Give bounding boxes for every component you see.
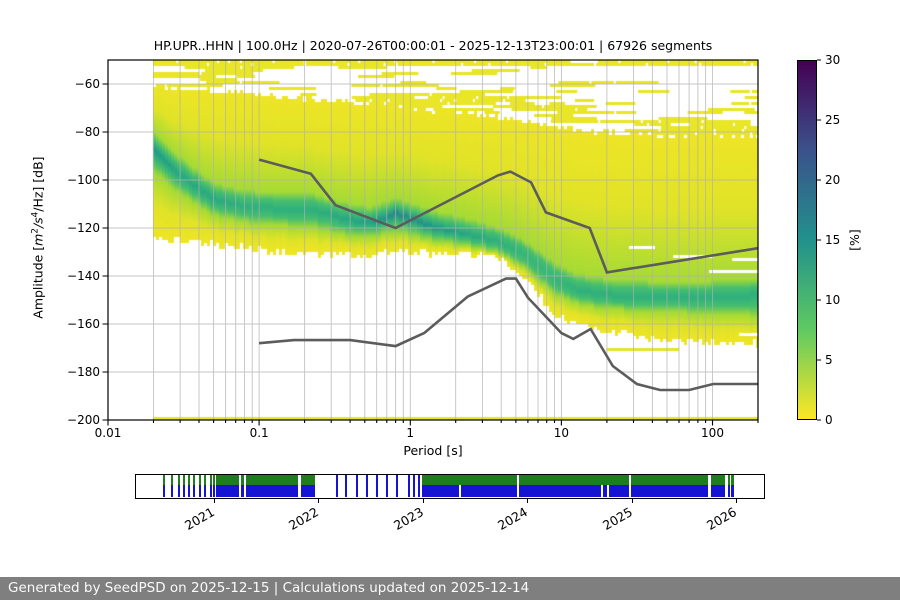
availability-stripe-blue [413,475,416,497]
plot-title: HP.UPR..HHN | 100.0Hz | 2020-07-26T00:00… [153,38,713,53]
availability-segment-green [630,475,709,485]
availability-stripe-blue [355,475,358,497]
colorbar-tick-label: 0 [825,413,833,427]
year-tick [318,499,320,503]
footer-text: Generated by SeedPSD on 2025-12-15 | Cal… [8,580,530,596]
availability-segment-green [519,475,629,485]
availability-stripe-blue [395,475,398,497]
availability-segment-green [727,475,730,485]
availability-stripe-blue [375,475,378,497]
nhnm-line [258,158,759,274]
availability-gap [459,485,462,497]
availability-bar [136,475,763,497]
colorbar-tick-label: 20 [825,173,841,187]
availability-stripe-blue [209,485,212,497]
availability-segment-blue [711,485,726,497]
colorbar-tick-label: 15 [825,233,841,247]
availability-segment-green [215,475,239,485]
availability-segment-blue [731,485,734,497]
year-tick [736,499,738,503]
availability-stripe-blue [336,475,339,497]
grid-lines [108,60,758,420]
availability-segment-blue [421,485,518,497]
ppsd-heatmap [108,60,758,420]
availability-stripe-blue [203,485,206,497]
availability-stripe-blue [170,485,173,497]
availability-segment-green [301,475,316,485]
availability-stripe-green [198,475,201,485]
year-tick [527,499,529,503]
availability-stripe-blue [192,485,195,497]
availability-segment-green [731,475,734,485]
availability-segment-green [711,475,726,485]
availability-stripe-blue [345,475,348,497]
x-axis-label: Period [s] [403,443,463,458]
y-tick-label: −140 [67,269,100,283]
colorbar-tick-label: 25 [825,113,841,127]
colorbar-tick-label: 5 [825,353,833,367]
colorbar-tick-label: 10 [825,293,841,307]
x-tick-label: 1 [406,426,415,440]
availability-stripe-green [182,475,185,485]
availability-segment-blue [630,485,709,497]
availability-stripe-green [212,475,215,485]
availability-gap [606,485,609,497]
availability-stripe-blue [177,485,180,497]
plot-border [107,59,759,421]
x-tick-label: 10 [553,426,570,440]
y-tick-label: −120 [67,221,100,235]
availability-segment-green [421,475,518,485]
x-tick-label: 0.1 [249,426,269,440]
availability-segment-blue [240,485,245,497]
year-tick [422,499,424,503]
year-tick [213,499,215,503]
availability-segment-blue [301,485,316,497]
availability-stripe-blue [187,485,190,497]
availability-stripe-blue [198,485,201,497]
footer-bar: Generated by SeedPSD on 2025-12-15 | Cal… [0,577,900,600]
availability-stripe-green [170,475,173,485]
availability-stripe-green [177,475,180,485]
availability-stripe-blue [212,485,215,497]
colorbar-gradient [797,60,817,420]
availability-stripe-green [187,475,190,485]
availability-stripe-green [203,475,206,485]
nlnm-line [258,277,758,392]
y-tick-label: −80 [74,125,100,139]
availability-segment-green [240,475,245,485]
availability-segment-blue [727,485,730,497]
availability-stripe-blue [365,475,368,497]
y-tick-label: −100 [67,173,100,187]
x-tick-label: 0.01 [94,426,122,440]
availability-stripe-blue [385,475,388,497]
availability-segment-blue [246,485,299,497]
availability-segment-blue [215,485,239,497]
axis-ticks [102,59,821,426]
availability-stripe-blue [182,485,185,497]
availability-stripe-blue [407,475,410,497]
availability-stripe-blue [162,485,165,497]
availability-stripe-green [192,475,195,485]
y-axis-label: Amplitude [m2/s4/Hz] [dB] [30,156,46,319]
x-tick-label: 100 [701,426,724,440]
colorbar-tick-label: 30 [825,53,841,67]
y-tick-label: −160 [67,317,100,331]
availability-stripe-blue [417,475,420,497]
availability-gap [600,485,603,497]
availability-segment-blue [519,485,629,497]
y-tick-label: −200 [67,413,100,427]
y-tick-label: −60 [74,77,100,91]
y-tick-label: −180 [67,365,100,379]
availability-stripe-green [162,475,165,485]
availability-segment-green [246,475,299,485]
year-tick [631,499,633,503]
availability-timeline [135,474,765,499]
availability-stripe-green [209,475,212,485]
